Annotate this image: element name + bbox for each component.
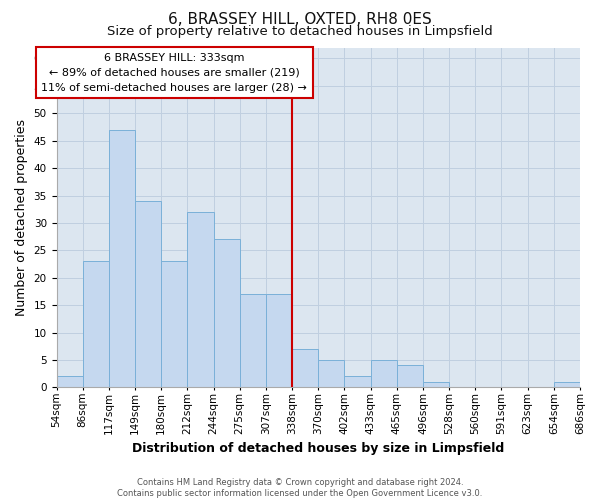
Bar	[318, 360, 344, 388]
Text: 6 BRASSEY HILL: 333sqm
← 89% of detached houses are smaller (219)
11% of semi-de: 6 BRASSEY HILL: 333sqm ← 89% of detached…	[41, 53, 307, 92]
Bar	[135, 201, 161, 388]
Bar	[56, 376, 83, 388]
Bar	[554, 382, 580, 388]
Bar	[423, 382, 449, 388]
Text: Size of property relative to detached houses in Limpsfield: Size of property relative to detached ho…	[107, 25, 493, 38]
X-axis label: Distribution of detached houses by size in Limpsfield: Distribution of detached houses by size …	[132, 442, 505, 455]
Text: Contains HM Land Registry data © Crown copyright and database right 2024.
Contai: Contains HM Land Registry data © Crown c…	[118, 478, 482, 498]
Bar	[214, 240, 240, 388]
Bar	[187, 212, 214, 388]
Bar	[371, 360, 397, 388]
Bar	[397, 366, 423, 388]
Bar	[83, 262, 109, 388]
Y-axis label: Number of detached properties: Number of detached properties	[15, 119, 28, 316]
Bar	[109, 130, 135, 388]
Bar	[292, 349, 318, 388]
Bar	[266, 294, 292, 388]
Text: 6, BRASSEY HILL, OXTED, RH8 0ES: 6, BRASSEY HILL, OXTED, RH8 0ES	[168, 12, 432, 28]
Bar	[240, 294, 266, 388]
Bar	[161, 262, 187, 388]
Bar	[344, 376, 371, 388]
